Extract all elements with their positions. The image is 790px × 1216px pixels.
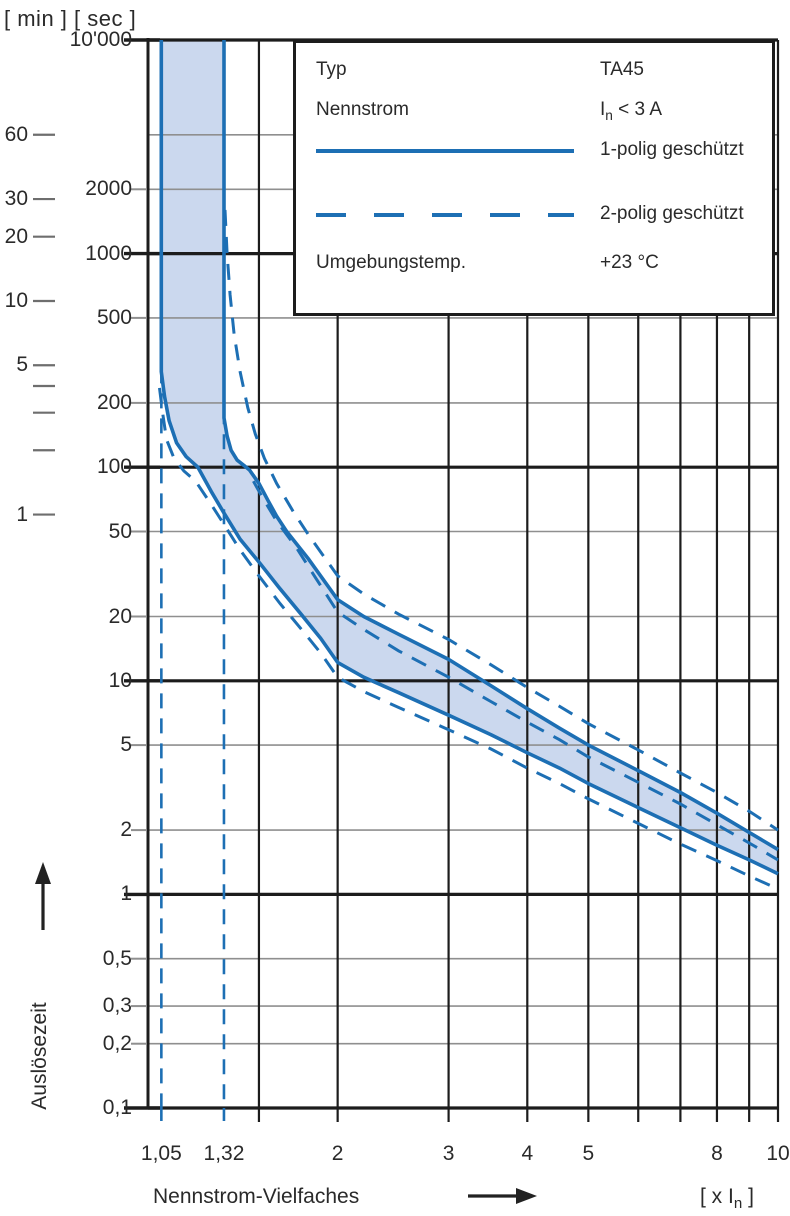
y-tick-label-sec-0,1: 0,1	[102, 1096, 132, 1119]
x-unit-subscript: n	[733, 1195, 743, 1213]
y-tick-label-sec-5: 5	[120, 733, 132, 757]
y-tick-label-min-5: 5	[16, 353, 28, 377]
y-tick-label-min-1: 1	[16, 502, 28, 526]
y-tick-label-sec-2: 2	[120, 818, 132, 842]
curve-dashed-0	[223, 209, 779, 832]
y-tick-label-sec-0,3: 0,3	[102, 994, 132, 1018]
legend-box: Typ TA45 Nennstrom In < 3 A 1-polig gesc…	[293, 40, 775, 316]
y-tick-label-sec-2000: 2000	[85, 177, 132, 201]
curve-dashed-2	[158, 387, 779, 891]
curve-solid-1	[222, 40, 779, 852]
legend-nennstrom-label: Nennstrom	[316, 99, 409, 120]
legend-typ-value: TA45	[600, 59, 645, 80]
y-axis-units-label: [ min ] [ sec ]	[4, 6, 137, 31]
curve-solid-0	[159, 40, 779, 876]
x-tick-label-5: 5	[582, 1142, 595, 1165]
y-tick-label-sec-1000: 1000	[85, 241, 132, 265]
legend-dashed-label: 2-polig geschützt	[600, 203, 744, 224]
x-tick-label-1,32: 1,32	[203, 1142, 245, 1165]
y-tick-label-sec-100: 100	[96, 455, 132, 479]
x-unit-suffix: ]	[742, 1185, 754, 1208]
nennstrom-value-suffix: < 3 A	[612, 99, 663, 120]
legend-dashed-line-sample	[316, 213, 574, 217]
x-tick-label-1,05: 1,05	[140, 1142, 182, 1165]
y-tick-label-sec-500: 500	[96, 305, 132, 329]
nennstrom-value-subscript: n	[605, 107, 613, 123]
y-tick-label-min-30: 30	[4, 187, 28, 211]
legend-temp-value: +23 °C	[600, 252, 659, 273]
legend-nennstrom-value: In < 3 A	[600, 99, 662, 123]
y-tick-label-sec-10'000: 10'000	[69, 28, 132, 51]
y-tick-label-sec-10: 10	[108, 668, 132, 692]
legend-solid-line-sample	[316, 149, 574, 153]
x-axis-arrow-head	[516, 1188, 537, 1204]
legend-typ-label: Typ	[316, 59, 347, 80]
y-tick-label-sec-20: 20	[108, 604, 132, 628]
legend-temp-label: Umgebungstemp.	[316, 252, 466, 273]
y-axis-arrow-head	[35, 862, 51, 884]
y-tick-label-sec-1: 1	[120, 882, 132, 906]
y-tick-label-sec-0,5: 0,5	[102, 946, 132, 970]
x-tick-label-4: 4	[521, 1142, 534, 1165]
y-tick-label-min-60: 60	[4, 122, 28, 146]
curve-dashed-1	[252, 480, 779, 862]
x-tick-label-10: 10	[766, 1142, 790, 1165]
x-tick-label-3: 3	[442, 1142, 455, 1165]
y-tick-label-min-10: 10	[4, 288, 28, 312]
legend-solid-label: 1-polig geschützt	[600, 139, 744, 160]
y-tick-label-min-20: 20	[4, 224, 28, 248]
x-tick-label-8: 8	[711, 1142, 723, 1165]
x-tick-label-2: 2	[331, 1142, 344, 1165]
x-axis-unit-label: [ x In ]	[700, 1185, 754, 1212]
nennstrom-value-prefix: I	[600, 99, 606, 120]
y-axis-caption: Auslösezeit	[28, 1002, 51, 1110]
x-unit-prefix: [ x I	[700, 1185, 734, 1208]
x-axis-caption: Nennstrom-Vielfaches	[153, 1185, 360, 1208]
y-tick-label-sec-50: 50	[108, 519, 132, 543]
y-tick-label-sec-0,2: 0,2	[102, 1031, 132, 1055]
y-tick-label-sec-200: 200	[96, 390, 132, 414]
